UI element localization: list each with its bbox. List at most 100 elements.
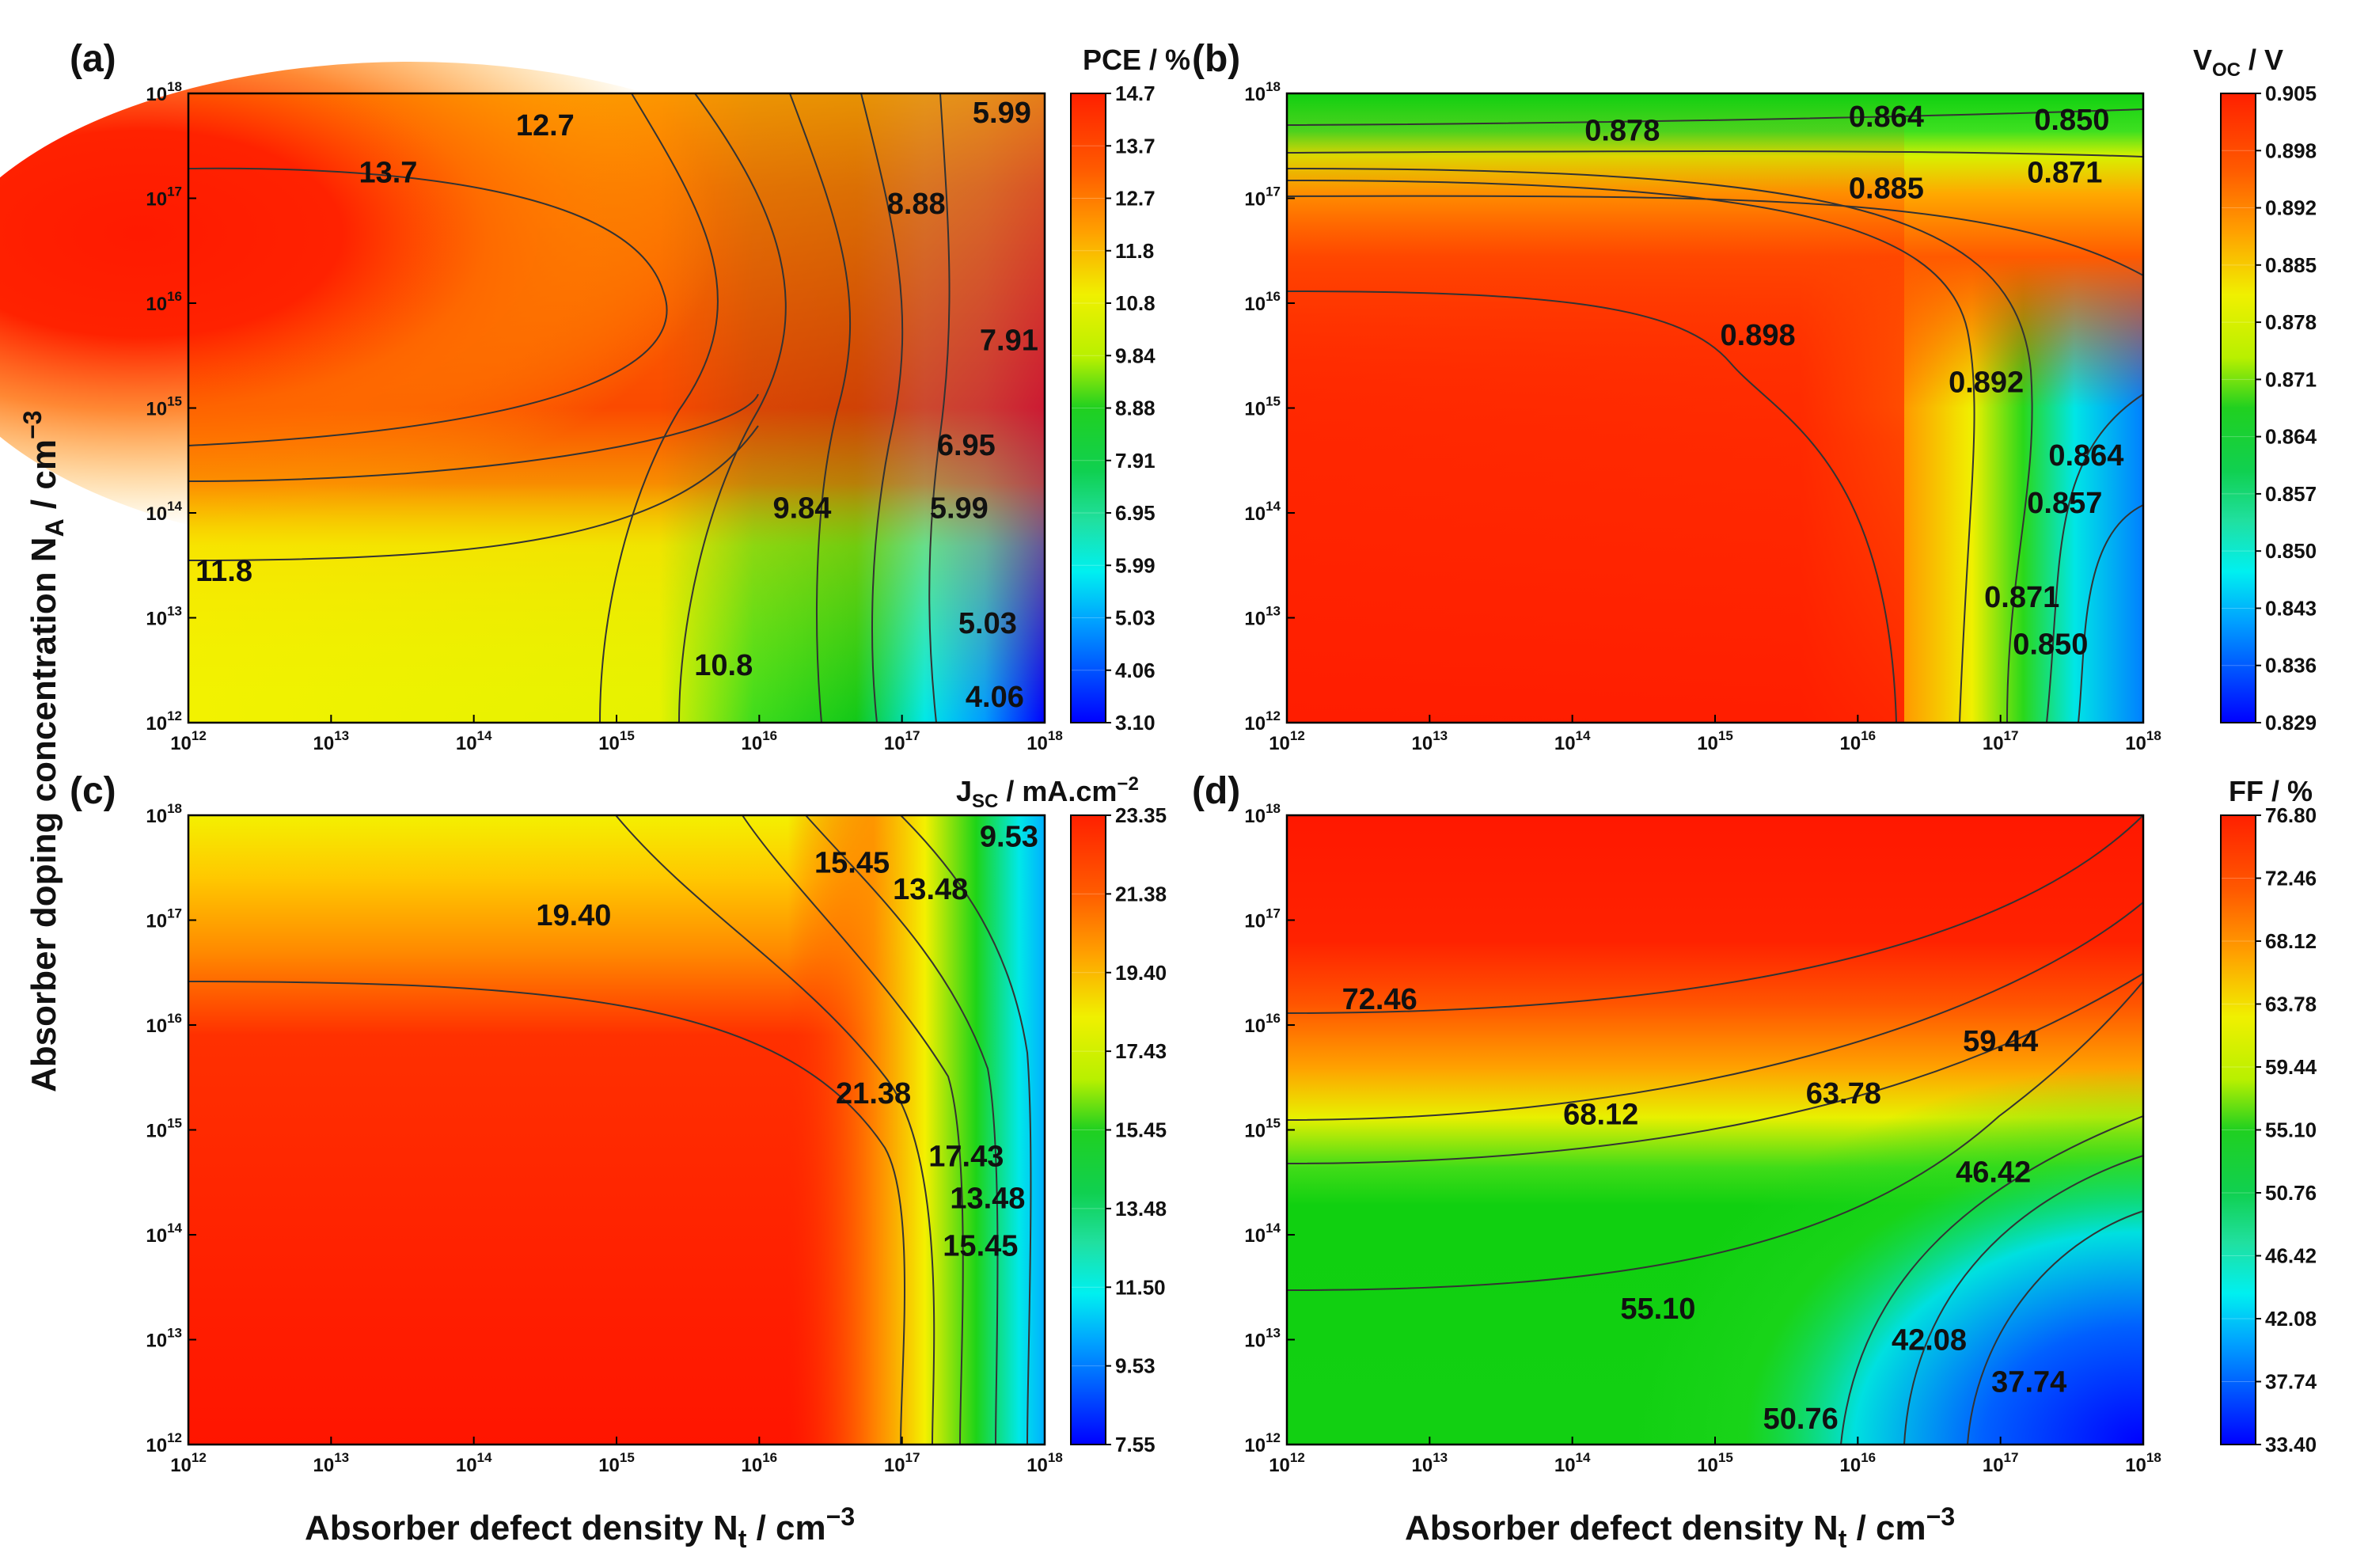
panel-label: (b)	[1192, 38, 1240, 80]
x-ticks: 1012 1013 1014 1015 1016 1017 1018	[1269, 715, 2161, 754]
colorbar-tick-label: 5.03	[1115, 606, 1156, 630]
y-tick-label: 1016	[146, 1011, 182, 1037]
contour-label: 10.8	[694, 649, 753, 682]
contour-line	[1903, 1155, 2144, 1445]
x-tick-label: 1013	[1412, 1450, 1448, 1476]
colorbar-title: PCE / %	[1083, 44, 1190, 76]
contour-label: 0.892	[1949, 366, 2024, 399]
contour-labels: 12.7 13.7 5.99 8.88 7.91 6.95 9.84 5.99 11.8 5.03…	[195, 97, 1038, 714]
colorbar-tick-label: 72.46	[2265, 867, 2317, 890]
colorbar-frame	[2220, 93, 2256, 723]
colorbar-tick-label: 0.878	[2265, 310, 2317, 334]
colorbar-tick-label: 17.43	[1115, 1039, 1167, 1063]
contour-line	[789, 93, 852, 723]
colorbar-tick-label: 9.53	[1115, 1354, 1156, 1378]
contour-label: 11.8	[195, 555, 252, 588]
colorbar-tick-label: 76.80	[2265, 803, 2317, 827]
colorbar-tick-label: 0.857	[2265, 482, 2317, 506]
contour-label: 9.84	[772, 492, 831, 525]
x-tick-label: 1018	[2125, 728, 2161, 754]
contour-line	[1286, 168, 2033, 723]
contour-line	[1286, 180, 1975, 723]
y-tick-label: 1014	[146, 1221, 182, 1247]
colorbar-tick-label: 63.78	[2265, 993, 2317, 1016]
x-tick-label: 1012	[170, 1450, 207, 1476]
colorbar-tick-label: 0.864	[2265, 425, 2317, 449]
y-tick-label: 1012	[1244, 1430, 1281, 1456]
y-tick-label: 1012	[146, 1430, 182, 1456]
contour-line	[900, 814, 1032, 1445]
contour-line	[615, 814, 935, 1445]
x-tick-label: 1017	[1983, 728, 2019, 754]
colorbar-title: FF / %	[2229, 775, 2313, 807]
x-tick-label: 1017	[884, 1450, 920, 1476]
colorbar-tick-label: 46.42	[2265, 1244, 2317, 1268]
contour-label: 13.48	[893, 873, 968, 906]
field-bottom-band	[1287, 93, 1904, 723]
field-corner	[1287, 815, 2143, 1445]
contour-label: 4.06	[966, 681, 1024, 714]
colorbar-tick-label: 4.06	[1115, 659, 1156, 682]
contour-label: 17.43	[928, 1141, 1004, 1174]
colorbar-gradient	[1071, 815, 1106, 1445]
y-tick-label: 1014	[146, 499, 182, 525]
panel-ff: 72.46 59.44 68.12 63.78 46.42 55.10 42.08 37.74…	[1192, 770, 2317, 1476]
contour-line	[1286, 108, 2144, 126]
colorbar: 0.905 0.898 0.892 0.885 0.878 0.871 0.864 0.857…	[2220, 82, 2317, 735]
contour-label: 9.53	[980, 821, 1038, 854]
colorbar-tick-label: 0.829	[2265, 711, 2317, 735]
contour-label: 0.871	[1984, 581, 2059, 614]
contour-label: 5.03	[958, 607, 1017, 640]
colorbar-tick-label: 11.8	[1115, 239, 1154, 263]
x-tick-label: 1014	[1554, 728, 1591, 754]
contour-line	[1286, 150, 2144, 158]
y-tick-label: 1017	[1244, 184, 1281, 211]
contour-line	[1286, 814, 2144, 1014]
colorbar-tick-label: 59.44	[2265, 1055, 2317, 1079]
colorbar-tick-label: 0.898	[2265, 139, 2317, 162]
x-tick-label: 1016	[742, 1450, 778, 1476]
colorbar-tick-label: 0.871	[2265, 367, 2317, 391]
y-tick-label: 1012	[1244, 708, 1281, 735]
colorbar-title: JSC / mA.cm−2	[956, 773, 1139, 812]
x-tick-label: 1014	[1554, 1450, 1591, 1476]
x-tick-label: 1017	[1983, 1450, 2019, 1476]
y-tick-label: 1017	[1244, 906, 1281, 932]
contour-label: 37.74	[1991, 1366, 2066, 1399]
y-tick-label: 1018	[1244, 801, 1281, 827]
contour-line	[805, 814, 999, 1445]
colorbar-tick-label: 3.10	[1115, 711, 1156, 735]
field-core	[0, 62, 893, 552]
contour-line	[1286, 973, 2144, 1164]
y-ticks: 1012 1013 1014 1015 1016 1017 1018	[1244, 801, 1295, 1456]
colorbar-tick-label: 33.40	[2265, 1433, 2317, 1456]
contour-line	[188, 393, 759, 482]
colorbar-tick-label: 5.99	[1115, 553, 1156, 577]
colorbar-tick-label: 0.850	[2265, 539, 2317, 563]
panel-label: (d)	[1192, 770, 1240, 812]
contour-label: 0.898	[1721, 319, 1796, 352]
x-tick-label: 1015	[1697, 728, 1733, 754]
contour-line	[1840, 1115, 2144, 1445]
contour-line	[742, 814, 964, 1445]
x-tick-label: 1018	[2125, 1450, 2161, 1476]
contour-label: 15.45	[814, 847, 890, 880]
colorbar-tick-label: 0.843	[2265, 596, 2317, 620]
y-ticks: 1012 1013 1014 1015 1016 1017 1018	[1244, 79, 1295, 735]
colorbar-tick-label: 0.905	[2265, 82, 2317, 105]
contour-label: 0.885	[1849, 172, 1924, 205]
colorbar-tick-label: 11.50	[1115, 1275, 1166, 1299]
y-tick-label: 1012	[146, 708, 182, 735]
contour-label: 12.7	[516, 109, 575, 142]
x-tick-label: 1013	[313, 728, 350, 754]
plot-area: 12.7 13.7 5.99 8.88 7.91 6.95 9.84 5.99 11.8 5.03…	[0, 62, 1046, 724]
contour-line	[1286, 981, 2144, 1291]
contour-line	[2078, 504, 2144, 723]
x-axis-title-left: Absorber defect density Nt / cm−3	[305, 1502, 855, 1553]
y-tick-label: 1014	[1244, 499, 1281, 525]
y-ticks: 1012 1013 1014 1015 1016 1017 1018	[146, 801, 196, 1456]
y-axis-title: Absorber doping concentration NA / cm−3	[18, 411, 69, 1092]
colorbar-tick-label: 9.84	[1115, 344, 1156, 367]
